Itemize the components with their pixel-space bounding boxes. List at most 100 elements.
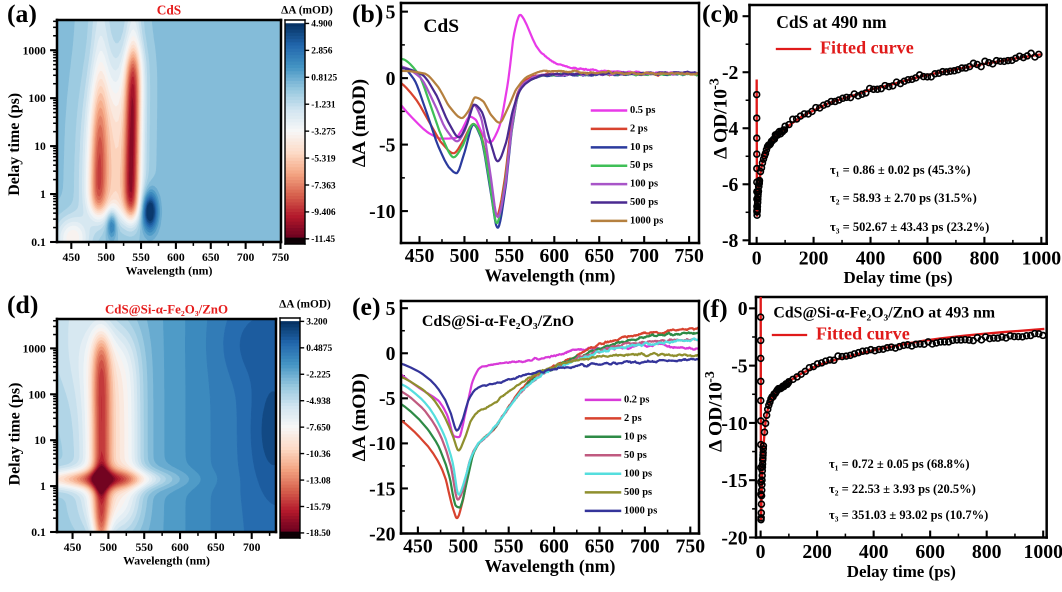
svg-text:-7.363: -7.363 <box>311 181 336 191</box>
svg-text:100 ps: 100 ps <box>630 179 658 190</box>
svg-text:-15.79: -15.79 <box>306 503 331 513</box>
svg-text:650: 650 <box>207 541 225 554</box>
svg-text:τ₁ = 0.72 ± 0.05 ps (68.8%): τ₁ = 0.72 ± 0.05 ps (68.8%) <box>829 457 970 471</box>
svg-text:750: 750 <box>674 245 704 267</box>
svg-text:-20: -20 <box>369 523 395 545</box>
svg-text:-10: -10 <box>369 433 395 455</box>
svg-text:5: 5 <box>386 298 396 320</box>
svg-text:700: 700 <box>629 245 659 267</box>
svg-text:200: 200 <box>802 541 832 563</box>
svg-text:-10: -10 <box>721 413 747 435</box>
svg-text:10 ps: 10 ps <box>630 142 653 153</box>
svg-text:CdS at 490 nm: CdS at 490 nm <box>776 12 887 32</box>
svg-text:-7.650: -7.650 <box>306 423 331 433</box>
svg-text:200: 200 <box>799 247 829 269</box>
svg-text:4.900: 4.900 <box>311 20 333 30</box>
svg-text:-15: -15 <box>369 478 395 500</box>
svg-text:600: 600 <box>540 245 570 267</box>
svg-text:-5: -5 <box>379 388 396 410</box>
svg-text:550: 550 <box>135 541 153 554</box>
svg-text:ΔA (mOD): ΔA (mOD) <box>281 5 333 17</box>
svg-text:Δ OD/10: Δ OD/10 <box>711 89 732 159</box>
svg-text:800: 800 <box>970 247 1000 269</box>
svg-text:450: 450 <box>63 251 81 264</box>
svg-text:0: 0 <box>752 247 762 269</box>
svg-text:400: 400 <box>856 247 886 269</box>
svg-text:550: 550 <box>494 536 524 558</box>
svg-text:450: 450 <box>64 541 82 554</box>
svg-text:-18.50: -18.50 <box>306 529 331 539</box>
svg-text:-2.225: -2.225 <box>306 371 331 381</box>
svg-text:600: 600 <box>171 541 189 554</box>
svg-text:600: 600 <box>915 541 945 563</box>
svg-text:0: 0 <box>729 6 739 28</box>
svg-text:0.4875: 0.4875 <box>306 344 332 354</box>
svg-text:0.1: 0.1 <box>31 526 46 539</box>
svg-text:600: 600 <box>913 247 943 269</box>
svg-text:-5.319: -5.319 <box>311 154 336 164</box>
svg-text:1000 ps: 1000 ps <box>624 505 657 516</box>
svg-text:450: 450 <box>405 245 435 267</box>
svg-text:ΔA (mOD): ΔA (mOD) <box>349 79 370 167</box>
svg-text:-2: -2 <box>722 62 739 84</box>
svg-text:1: 1 <box>40 188 46 201</box>
svg-text:Delay time (ps): Delay time (ps) <box>847 562 956 581</box>
svg-text:750: 750 <box>675 536 705 558</box>
svg-text:Delay time (ps): Delay time (ps) <box>843 268 952 287</box>
svg-text:1000: 1000 <box>23 342 46 355</box>
svg-text:700: 700 <box>243 541 261 554</box>
svg-text:750: 750 <box>272 251 290 264</box>
svg-text:10: 10 <box>34 140 46 153</box>
svg-text:-3: -3 <box>707 78 722 90</box>
svg-text:500 ps: 500 ps <box>630 197 658 208</box>
svg-text:CdS@Si-α-Fe₂O₃/ZnO at 493 nm: CdS@Si-α-Fe₂O₃/ZnO at 493 nm <box>773 305 995 322</box>
svg-text:-11.45: -11.45 <box>311 235 335 245</box>
svg-text:-3: -3 <box>703 371 718 383</box>
svg-text:2 ps: 2 ps <box>630 123 648 134</box>
svg-text:550: 550 <box>132 251 150 264</box>
svg-text:-10.36: -10.36 <box>306 450 331 460</box>
svg-text:Δ OD/10: Δ OD/10 <box>706 382 727 452</box>
svg-text:-9.406: -9.406 <box>311 208 336 218</box>
svg-text:10 ps: 10 ps <box>624 431 647 442</box>
svg-text:(a): (a) <box>7 0 37 28</box>
svg-text:650: 650 <box>584 245 614 267</box>
svg-text:600: 600 <box>539 536 569 558</box>
svg-text:-4: -4 <box>722 118 739 140</box>
svg-text:0: 0 <box>386 68 396 90</box>
svg-text:0: 0 <box>738 298 748 320</box>
svg-text:50 ps: 50 ps <box>630 160 653 171</box>
svg-text:2 ps: 2 ps <box>624 413 642 424</box>
svg-text:500: 500 <box>448 536 478 558</box>
svg-text:(b): (b) <box>352 0 383 28</box>
svg-text:-5: -5 <box>379 134 396 156</box>
svg-text:Fitted curve: Fitted curve <box>820 37 914 57</box>
svg-text:CdS: CdS <box>157 2 181 17</box>
svg-text:450: 450 <box>403 536 433 558</box>
svg-text:Wavelength (nm): Wavelength (nm) <box>123 554 210 568</box>
svg-text:τ₂ = 22.53 ± 3.93 ps (20.5%): τ₂ = 22.53 ± 3.93 ps (20.5%) <box>829 482 976 496</box>
svg-text:550: 550 <box>495 245 525 267</box>
svg-text:0: 0 <box>756 541 766 563</box>
svg-text:400: 400 <box>859 541 889 563</box>
svg-text:-13.08: -13.08 <box>306 476 331 486</box>
svg-text:-6: -6 <box>722 174 739 196</box>
svg-text:τ₃ = 502.67 ± 43.43 ps (23.2%): τ₃ = 502.67 ± 43.43 ps (23.2%) <box>830 220 989 234</box>
svg-text:(d): (d) <box>7 290 38 319</box>
svg-text:600: 600 <box>167 251 185 264</box>
svg-text:Wavelength (nm): Wavelength (nm) <box>485 266 616 287</box>
svg-text:-3.275: -3.275 <box>311 127 336 137</box>
svg-text:CdS@Si-α-Fe₂O₃/ZnO: CdS@Si-α-Fe₂O₃/ZnO <box>422 313 574 330</box>
svg-text:100: 100 <box>28 92 46 105</box>
svg-text:3.200: 3.200 <box>306 318 328 328</box>
svg-text:0.8125: 0.8125 <box>311 74 337 84</box>
svg-text:700: 700 <box>237 251 255 264</box>
svg-text:Wavelength (nm): Wavelength (nm) <box>485 556 616 577</box>
svg-text:1000 ps: 1000 ps <box>630 215 663 226</box>
svg-text:700: 700 <box>630 536 660 558</box>
svg-text:-15: -15 <box>721 470 747 492</box>
svg-text:Wavelength (nm): Wavelength (nm) <box>126 264 213 278</box>
svg-text:τ₃ = 351.03 ± 93.02 ps (10.7%): τ₃ = 351.03 ± 93.02 ps (10.7%) <box>829 508 988 522</box>
svg-text:500: 500 <box>450 245 480 267</box>
svg-text:Fitted curve: Fitted curve <box>816 323 910 343</box>
